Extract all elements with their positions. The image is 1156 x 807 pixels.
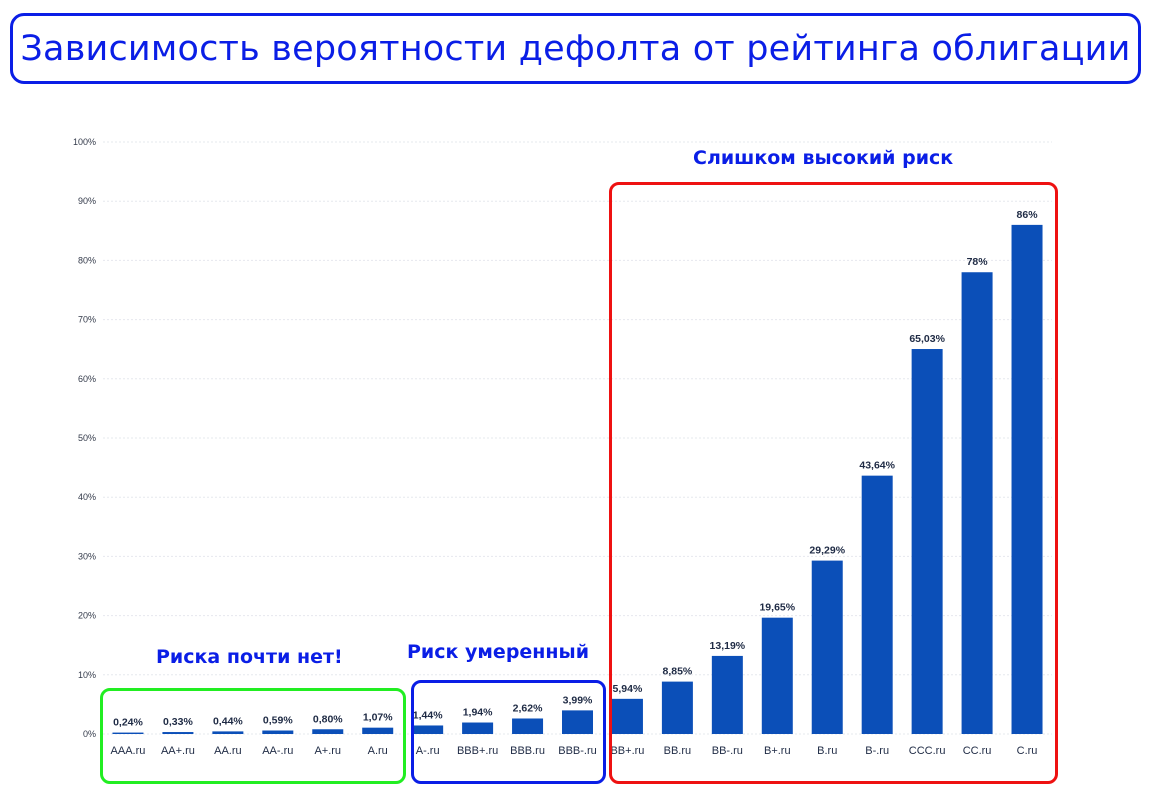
- x-tick-label: A+.ru: [314, 745, 341, 757]
- x-tick-label: B+.ru: [764, 745, 791, 757]
- y-tick-label: 90%: [78, 196, 96, 206]
- x-tick-label: BB.ru: [664, 745, 692, 757]
- x-tick-label: BBB.ru: [510, 745, 545, 757]
- data-label: 1,07%: [363, 712, 393, 724]
- data-label: 19,65%: [759, 602, 795, 614]
- high-risk-zone-label: Слишком высокий риск: [693, 147, 954, 169]
- bar: [362, 727, 394, 734]
- bar: [512, 718, 544, 734]
- data-label: 1,94%: [463, 707, 493, 719]
- bar: [961, 272, 993, 734]
- x-tick-label: BB+.ru: [610, 745, 644, 757]
- x-tick-label: CCC.ru: [909, 745, 946, 757]
- x-tick-label: AAA.ru: [111, 745, 146, 757]
- y-tick-label: 80%: [78, 255, 96, 265]
- data-label: 0,59%: [263, 715, 293, 727]
- y-tick-label: 10%: [78, 670, 96, 680]
- bar: [562, 710, 593, 734]
- bar: [112, 732, 144, 734]
- x-tick-label: BBB+.ru: [457, 745, 498, 757]
- bar: [212, 731, 244, 734]
- bar: [811, 560, 843, 734]
- bar: [312, 729, 344, 734]
- x-tick-label: A-.ru: [416, 745, 440, 757]
- y-tick-label: 40%: [78, 492, 96, 502]
- bar: [1011, 224, 1043, 734]
- data-label: 1,44%: [413, 709, 443, 721]
- moderate-risk-zone-label: Риск умеренный: [407, 641, 590, 663]
- bar: [162, 732, 194, 734]
- data-label: 2,62%: [513, 702, 543, 714]
- data-label: 43,64%: [859, 460, 895, 472]
- y-tick-label: 70%: [78, 315, 96, 325]
- low-risk-zone-box: [100, 688, 406, 784]
- bar: [262, 730, 294, 734]
- x-tick-label: AA.ru: [214, 745, 242, 757]
- bar: [761, 617, 793, 734]
- y-tick-label: 60%: [78, 374, 96, 384]
- data-label: 0,24%: [113, 717, 143, 729]
- bar: [462, 722, 494, 734]
- data-label: 65,03%: [909, 333, 945, 345]
- y-tick-label: 20%: [78, 611, 96, 621]
- y-tick-label: 50%: [78, 433, 96, 443]
- data-label: 29,29%: [809, 545, 845, 557]
- bar: [911, 349, 943, 734]
- y-tick-label: 0%: [83, 729, 96, 739]
- data-label: 0,44%: [213, 715, 243, 727]
- y-tick-label: 100%: [73, 137, 96, 147]
- data-label: 8,85%: [663, 666, 693, 678]
- title-box: Зависимость вероятности дефолта от рейти…: [10, 13, 1141, 84]
- x-tick-label: BBB-.ru: [558, 745, 597, 757]
- data-label: 0,80%: [313, 713, 343, 725]
- page-title: Зависимость вероятности дефолта от рейти…: [20, 28, 1131, 69]
- moderate-risk-zone-box: [411, 680, 606, 784]
- data-label: 5,94%: [613, 683, 643, 695]
- data-label: 0,33%: [163, 716, 193, 728]
- x-tick-label: B.ru: [817, 745, 837, 757]
- x-tick-label: C.ru: [1017, 745, 1038, 757]
- y-tick-label: 30%: [78, 551, 96, 561]
- bar: [611, 698, 643, 734]
- x-tick-label: A.ru: [368, 745, 388, 757]
- x-tick-label: AA-.ru: [262, 745, 293, 757]
- low-risk-zone-label: Риска почти нет!: [156, 646, 343, 668]
- data-label: 3,99%: [563, 694, 593, 706]
- bar: [661, 681, 693, 734]
- x-tick-label: AA+.ru: [161, 745, 195, 757]
- data-label: 78%: [967, 256, 989, 268]
- x-tick-label: CC.ru: [963, 745, 992, 757]
- bar: [412, 725, 444, 734]
- bar: [861, 475, 893, 734]
- bar: [711, 655, 743, 734]
- high-risk-zone-box: [609, 182, 1058, 784]
- data-label: 13,19%: [710, 640, 746, 652]
- x-tick-label: BB-.ru: [712, 745, 743, 757]
- x-tick-label: B-.ru: [865, 745, 889, 757]
- data-label: 86%: [1017, 209, 1039, 221]
